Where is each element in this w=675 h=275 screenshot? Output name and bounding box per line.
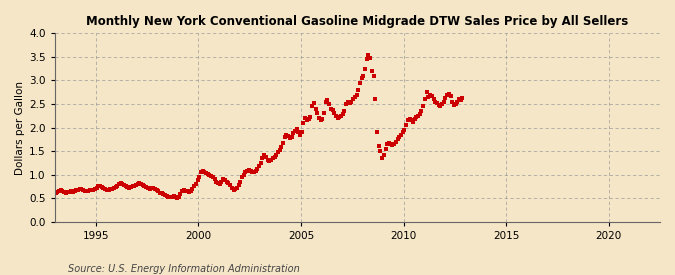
Text: Source: U.S. Energy Information Administration: Source: U.S. Energy Information Administ…	[68, 264, 299, 274]
Title: Monthly New York Conventional Gasoline Midgrade DTW Sales Price by All Sellers: Monthly New York Conventional Gasoline M…	[86, 15, 628, 28]
Y-axis label: Dollars per Gallon: Dollars per Gallon	[15, 81, 25, 175]
